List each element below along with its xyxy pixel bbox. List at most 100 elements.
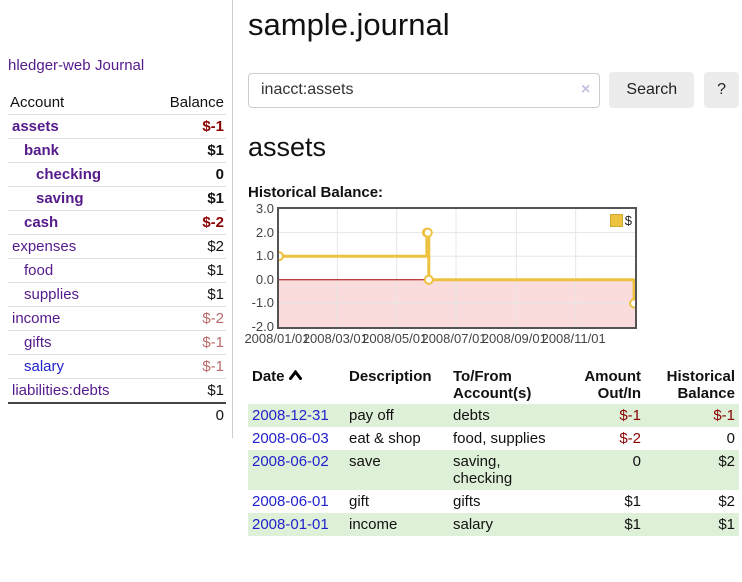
account-link-salary[interactable]: salary bbox=[24, 358, 65, 375]
account-link-assets[interactable]: assets bbox=[12, 118, 59, 135]
transaction-balance: $2 bbox=[718, 453, 735, 470]
y-axis-tick: -2.0 bbox=[251, 319, 274, 334]
account-row: salary $-1 bbox=[8, 354, 226, 379]
account-link-food[interactable]: food bbox=[24, 262, 54, 279]
chart-canvas bbox=[274, 209, 640, 327]
legend-label: $ bbox=[624, 213, 632, 228]
register-row: 2008-06-02 save saving, checking 0 $2 bbox=[248, 450, 739, 490]
y-axis-tick: 3.0 bbox=[255, 201, 274, 216]
help-button[interactable]: ? bbox=[704, 72, 739, 108]
sidebar-item-journal[interactable]: Journal bbox=[95, 57, 145, 74]
accounts-header-row: Account Balance bbox=[8, 91, 226, 115]
clear-search-icon[interactable]: × bbox=[581, 80, 591, 98]
chart-plot-area: $ bbox=[274, 207, 640, 329]
header-accounts: To/From Account(s) bbox=[453, 368, 532, 402]
header-date[interactable]: Date bbox=[248, 366, 345, 404]
transaction-accounts: food, supplies bbox=[453, 430, 546, 447]
chart-title: Historical Balance: bbox=[248, 184, 384, 201]
transaction-accounts: salary bbox=[453, 516, 494, 533]
accounts-header-account: Account bbox=[10, 94, 65, 111]
account-link-checking[interactable]: checking bbox=[36, 166, 102, 183]
transaction-description: save bbox=[349, 453, 381, 470]
y-axis-tick: 1.0 bbox=[255, 248, 274, 264]
x-axis-tick: 2008/01/01 bbox=[244, 331, 310, 346]
transaction-accounts: gifts bbox=[453, 493, 481, 510]
accounts-table: Account Balance assets $-1 bank $1 check… bbox=[8, 91, 226, 427]
sidebar: hledger-web Journal Account Balance asse… bbox=[0, 0, 233, 438]
transaction-amount: $1 bbox=[624, 516, 641, 533]
account-balance: $1 bbox=[147, 282, 226, 307]
register-row: 2008-12-31 pay off debts $-1 $-1 bbox=[248, 404, 739, 427]
account-balance: $-1 bbox=[147, 330, 226, 355]
account-balance: $-2 bbox=[147, 306, 226, 331]
transaction-balance: 0 bbox=[726, 430, 735, 447]
transaction-date-link[interactable]: 2008-06-03 bbox=[252, 430, 329, 447]
accounts-total-row: 0 bbox=[8, 402, 226, 427]
register-row: 2008-06-01 gift gifts $1 $2 bbox=[248, 490, 739, 513]
transaction-accounts: saving, checking bbox=[453, 453, 513, 487]
search-input[interactable] bbox=[248, 72, 601, 108]
account-row: assets $-1 bbox=[8, 114, 226, 139]
search-button[interactable]: Search bbox=[609, 72, 695, 108]
account-balance: $-2 bbox=[147, 210, 226, 235]
transaction-accounts: debts bbox=[453, 407, 490, 424]
register-header-row: Date Description To/From Account(s) Amou… bbox=[248, 366, 739, 404]
transaction-balance: $2 bbox=[718, 493, 735, 510]
account-row: income $-2 bbox=[8, 306, 226, 331]
x-axis-tick: 2008/11/01 bbox=[541, 331, 606, 346]
account-link-income[interactable]: income bbox=[12, 310, 61, 327]
transaction-amount: 0 bbox=[632, 453, 641, 470]
transaction-date-link[interactable]: 2008-06-02 bbox=[252, 453, 329, 470]
transaction-amount: $-2 bbox=[619, 430, 641, 447]
account-link-cash[interactable]: cash bbox=[24, 214, 59, 231]
account-row: saving $1 bbox=[8, 186, 226, 211]
transaction-amount: $1 bbox=[624, 493, 641, 510]
x-axis-tick: 2008/09/01 bbox=[481, 331, 547, 346]
account-row: expenses $2 bbox=[8, 234, 226, 259]
x-axis-tick: 2008/05/01 bbox=[362, 331, 428, 346]
page-title: sample.journal bbox=[248, 7, 450, 42]
account-link-supplies[interactable]: supplies bbox=[24, 286, 80, 303]
chart-legend: $ bbox=[609, 213, 632, 228]
transaction-balance: $1 bbox=[718, 516, 735, 533]
account-row: gifts $-1 bbox=[8, 330, 226, 355]
account-balance: $2 bbox=[147, 234, 226, 259]
account-balance: 0 bbox=[147, 162, 226, 187]
x-axis-tick: 2008/03/01 bbox=[302, 331, 368, 346]
transaction-description: gift bbox=[349, 493, 370, 510]
account-row: checking 0 bbox=[8, 162, 226, 187]
transaction-date-link[interactable]: 2008-12-31 bbox=[252, 407, 329, 424]
account-link-saving[interactable]: saving bbox=[36, 190, 84, 207]
account-link-expenses[interactable]: expenses bbox=[12, 238, 77, 255]
sort-asc-icon bbox=[288, 370, 302, 380]
account-row: bank $1 bbox=[8, 138, 226, 163]
accounts-total-value: 0 bbox=[147, 402, 226, 427]
account-row: supplies $1 bbox=[8, 282, 226, 307]
transaction-date-link[interactable]: 2008-01-01 bbox=[252, 516, 329, 533]
brand-link[interactable]: hledger-web bbox=[8, 57, 91, 74]
register-row: 2008-06-03 eat & shop food, supplies $-2… bbox=[248, 427, 739, 450]
account-row: food $1 bbox=[8, 258, 226, 283]
header-description: Description bbox=[349, 368, 432, 385]
transaction-description: eat & shop bbox=[349, 430, 421, 447]
transaction-balance: $-1 bbox=[713, 407, 735, 424]
account-balance: $1 bbox=[147, 378, 226, 403]
header-amount: Amount Out/In bbox=[584, 368, 641, 402]
account-balance: $1 bbox=[147, 258, 226, 283]
y-axis-tick: -1.0 bbox=[251, 295, 274, 311]
account-link-liabilities-debts[interactable]: liabilities:debts bbox=[12, 382, 110, 399]
account-balance: $-1 bbox=[147, 114, 226, 139]
accounts-header-balance: Balance bbox=[169, 94, 224, 111]
main-content: sample.journal × Search ? assets Histori… bbox=[244, 0, 739, 536]
y-axis-tick: 2.0 bbox=[255, 224, 274, 240]
account-row: liabilities:debts $1 bbox=[8, 378, 226, 403]
header-balance: Historical Balance bbox=[666, 368, 735, 402]
account-balance: $1 bbox=[147, 186, 226, 211]
account-link-gifts[interactable]: gifts bbox=[24, 334, 52, 351]
account-balance: $-1 bbox=[147, 354, 226, 379]
transaction-description: pay off bbox=[349, 407, 394, 424]
account-link-bank[interactable]: bank bbox=[24, 142, 60, 159]
register-row: 2008-01-01 income salary $1 $1 bbox=[248, 513, 739, 536]
transaction-date-link[interactable]: 2008-06-01 bbox=[252, 493, 329, 510]
transaction-amount: $-1 bbox=[619, 407, 641, 424]
